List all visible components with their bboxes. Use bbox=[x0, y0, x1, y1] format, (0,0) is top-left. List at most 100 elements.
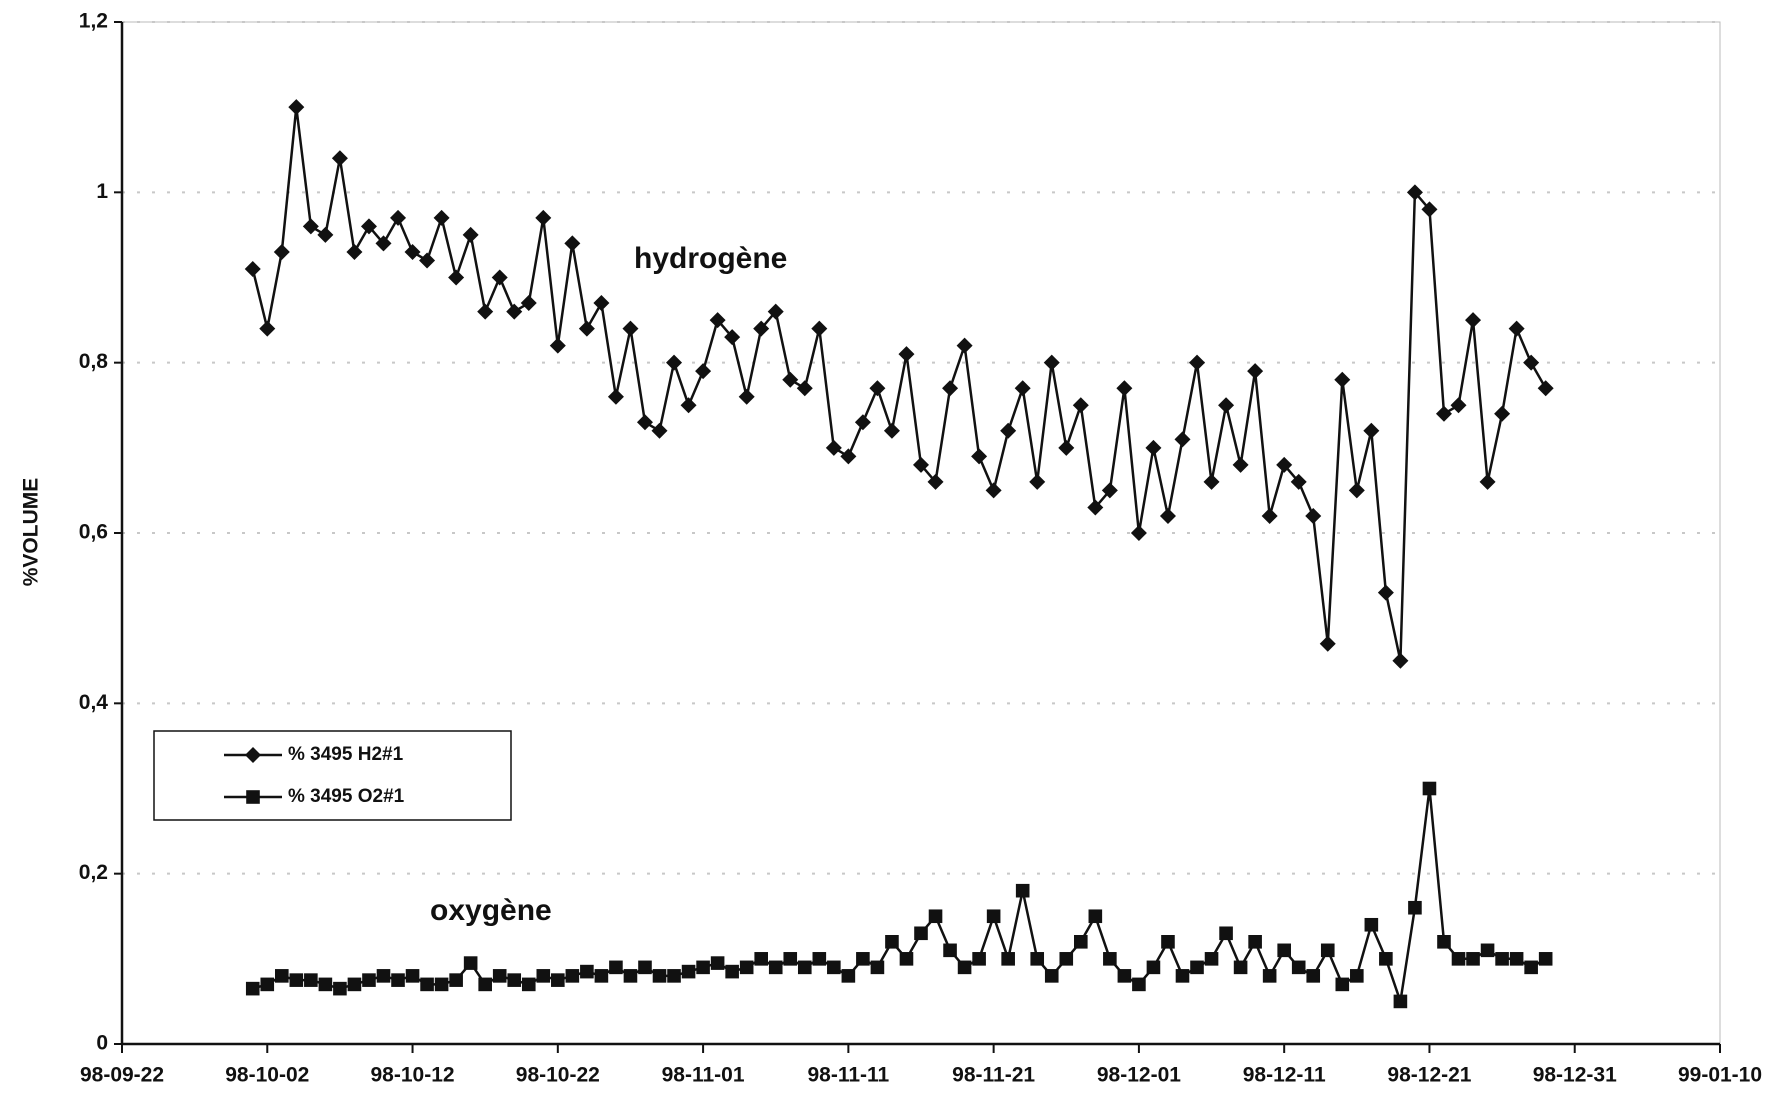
marker bbox=[404, 243, 421, 260]
marker bbox=[478, 977, 492, 992]
marker bbox=[433, 209, 450, 226]
marker bbox=[913, 456, 929, 473]
marker bbox=[1479, 473, 1496, 490]
marker bbox=[1408, 900, 1422, 915]
marker bbox=[1103, 952, 1117, 966]
marker bbox=[304, 973, 318, 987]
marker bbox=[420, 977, 434, 992]
marker bbox=[710, 956, 725, 970]
marker bbox=[1261, 507, 1278, 524]
x-tick-label: 98-09-22 bbox=[80, 1064, 164, 1087]
marker bbox=[1072, 397, 1089, 414]
marker bbox=[492, 969, 507, 983]
marker bbox=[1146, 960, 1161, 975]
marker bbox=[289, 973, 304, 987]
marker bbox=[1450, 397, 1467, 414]
marker bbox=[1159, 507, 1176, 524]
marker bbox=[536, 969, 551, 983]
marker bbox=[463, 956, 478, 970]
legend-label: % 3495 O2#1 bbox=[288, 786, 405, 807]
marker bbox=[260, 977, 275, 992]
x-tick-label: 98-12-11 bbox=[1243, 1064, 1326, 1087]
y-tick-label: 0,6 bbox=[79, 521, 108, 544]
marker bbox=[578, 320, 595, 337]
marker bbox=[652, 969, 667, 983]
marker bbox=[738, 388, 755, 405]
marker bbox=[1523, 354, 1540, 371]
marker bbox=[244, 260, 261, 277]
marker bbox=[1291, 960, 1306, 975]
marker bbox=[520, 295, 537, 312]
marker bbox=[594, 969, 609, 983]
marker bbox=[1218, 397, 1235, 414]
marker bbox=[549, 337, 566, 354]
marker bbox=[535, 209, 552, 226]
marker bbox=[462, 226, 479, 243]
marker bbox=[245, 981, 260, 996]
marker bbox=[942, 380, 959, 397]
marker bbox=[1029, 473, 1046, 490]
legend-label: % 3495 H2#1 bbox=[288, 744, 404, 765]
marker bbox=[419, 252, 436, 269]
marker bbox=[943, 943, 957, 958]
marker bbox=[724, 329, 741, 346]
marker bbox=[856, 952, 870, 966]
marker bbox=[927, 473, 944, 490]
marker bbox=[288, 99, 305, 116]
marker bbox=[607, 388, 624, 405]
marker bbox=[623, 969, 638, 983]
marker bbox=[1495, 952, 1509, 966]
marker bbox=[883, 422, 900, 439]
marker bbox=[972, 952, 986, 966]
marker bbox=[1014, 380, 1031, 397]
marker bbox=[622, 320, 639, 337]
marker bbox=[1335, 977, 1350, 992]
marker bbox=[1174, 431, 1191, 448]
marker bbox=[1319, 635, 1336, 652]
marker bbox=[767, 303, 784, 320]
marker bbox=[1145, 439, 1162, 456]
marker bbox=[1537, 380, 1554, 397]
marker bbox=[827, 960, 841, 975]
marker bbox=[739, 960, 754, 975]
y-tick-label: 1 bbox=[96, 180, 108, 203]
marker bbox=[754, 952, 768, 966]
x-tick-label: 98-12-01 bbox=[1097, 1064, 1181, 1087]
marker bbox=[1087, 499, 1104, 516]
marker bbox=[870, 960, 885, 975]
marker bbox=[1363, 422, 1380, 439]
marker bbox=[448, 269, 465, 286]
marker bbox=[638, 960, 652, 975]
marker bbox=[1189, 354, 1206, 371]
y-tick-label: 0,8 bbox=[79, 350, 109, 373]
marker bbox=[318, 977, 333, 992]
y-tick-label: 0,4 bbox=[79, 691, 109, 714]
marker bbox=[1437, 935, 1451, 949]
marker bbox=[1030, 952, 1045, 966]
marker bbox=[1175, 969, 1190, 983]
marker bbox=[491, 269, 508, 286]
marker bbox=[1364, 917, 1379, 932]
marker bbox=[1466, 952, 1480, 966]
marker bbox=[1132, 977, 1146, 992]
marker bbox=[246, 790, 260, 804]
marker bbox=[609, 960, 623, 975]
x-tick-label: 98-10-02 bbox=[225, 1064, 309, 1087]
marker bbox=[797, 960, 812, 975]
marker bbox=[405, 969, 420, 983]
x-tick-label: 98-11-11 bbox=[807, 1064, 889, 1087]
y-tick-label: 1,2 bbox=[79, 10, 108, 33]
marker bbox=[1074, 935, 1088, 949]
y-tick-label: 0 bbox=[96, 1032, 108, 1055]
x-tick-label: 98-10-12 bbox=[371, 1064, 455, 1087]
marker bbox=[551, 973, 565, 987]
marker bbox=[302, 218, 319, 235]
marker bbox=[709, 312, 726, 329]
marker bbox=[811, 320, 828, 337]
marker bbox=[1494, 405, 1511, 422]
marker bbox=[1480, 943, 1495, 958]
marker bbox=[1044, 969, 1059, 983]
marker bbox=[565, 969, 580, 983]
marker bbox=[1262, 969, 1277, 983]
marker bbox=[1059, 952, 1074, 966]
